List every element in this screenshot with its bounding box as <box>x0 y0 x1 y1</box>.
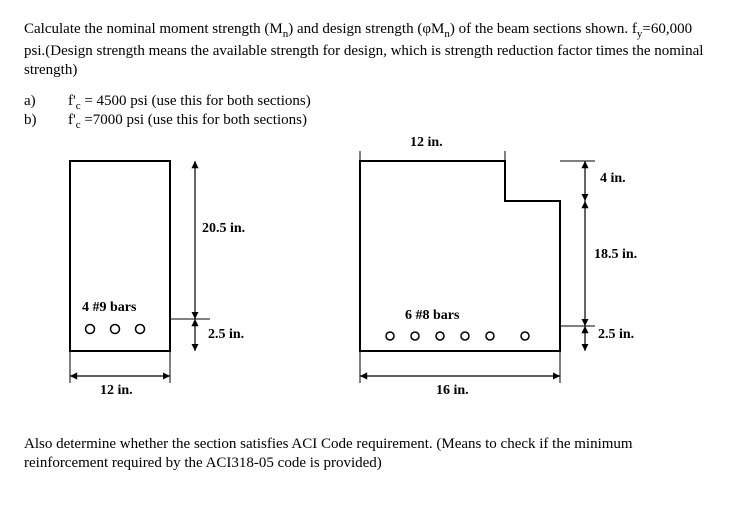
option-b-letter: b) <box>24 112 40 131</box>
option-a-text: f'c = 4500 psi (use this for both sectio… <box>68 93 311 112</box>
beam-L-shape <box>360 161 560 351</box>
figures-container: 4 #9 bars 20.5 in. 2.5 in. 12 in. <box>60 151 716 411</box>
options-list: a) f'c = 4500 psi (use this for both sec… <box>24 93 716 131</box>
figure-2: 6 #8 bars 12 in. 4 in. 18.5 <box>350 151 680 411</box>
bottom-width-label: 16 in. <box>436 383 469 399</box>
figure-1-svg: 4 #9 bars <box>60 151 310 411</box>
top-width-label: 12 in. <box>410 135 443 151</box>
rebar-group <box>386 332 529 340</box>
footer-note: Also determine whether the section satis… <box>24 435 716 473</box>
cover-label: 2.5 in. <box>598 327 634 343</box>
option-a-letter: a) <box>24 93 40 112</box>
stem-depth-label: 18.5 in. <box>594 247 637 263</box>
width-label: 12 in. <box>100 383 133 399</box>
figure-2-svg: 6 #8 bars <box>350 151 680 411</box>
rebar-group <box>86 325 145 334</box>
option-b: b) f'c =7000 psi (use this for both sect… <box>24 112 716 131</box>
depth-label: 20.5 in. <box>202 221 245 237</box>
option-a: a) f'c = 4500 psi (use this for both sec… <box>24 93 716 112</box>
option-b-text: f'c =7000 psi (use this for both section… <box>68 112 307 131</box>
beam-rect <box>70 161 170 351</box>
problem-statement: Calculate the nominal moment strength (M… <box>24 20 716 79</box>
figure-1: 4 #9 bars 20.5 in. 2.5 in. 12 in. <box>60 151 310 411</box>
bars-label: 6 #8 bars <box>405 308 460 323</box>
cover-label: 2.5 in. <box>208 327 244 343</box>
flange-depth-label: 4 in. <box>600 171 626 187</box>
bars-label: 4 #9 bars <box>82 300 137 315</box>
